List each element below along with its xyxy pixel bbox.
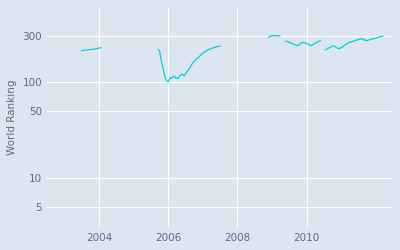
- Y-axis label: World Ranking: World Ranking: [7, 80, 17, 155]
